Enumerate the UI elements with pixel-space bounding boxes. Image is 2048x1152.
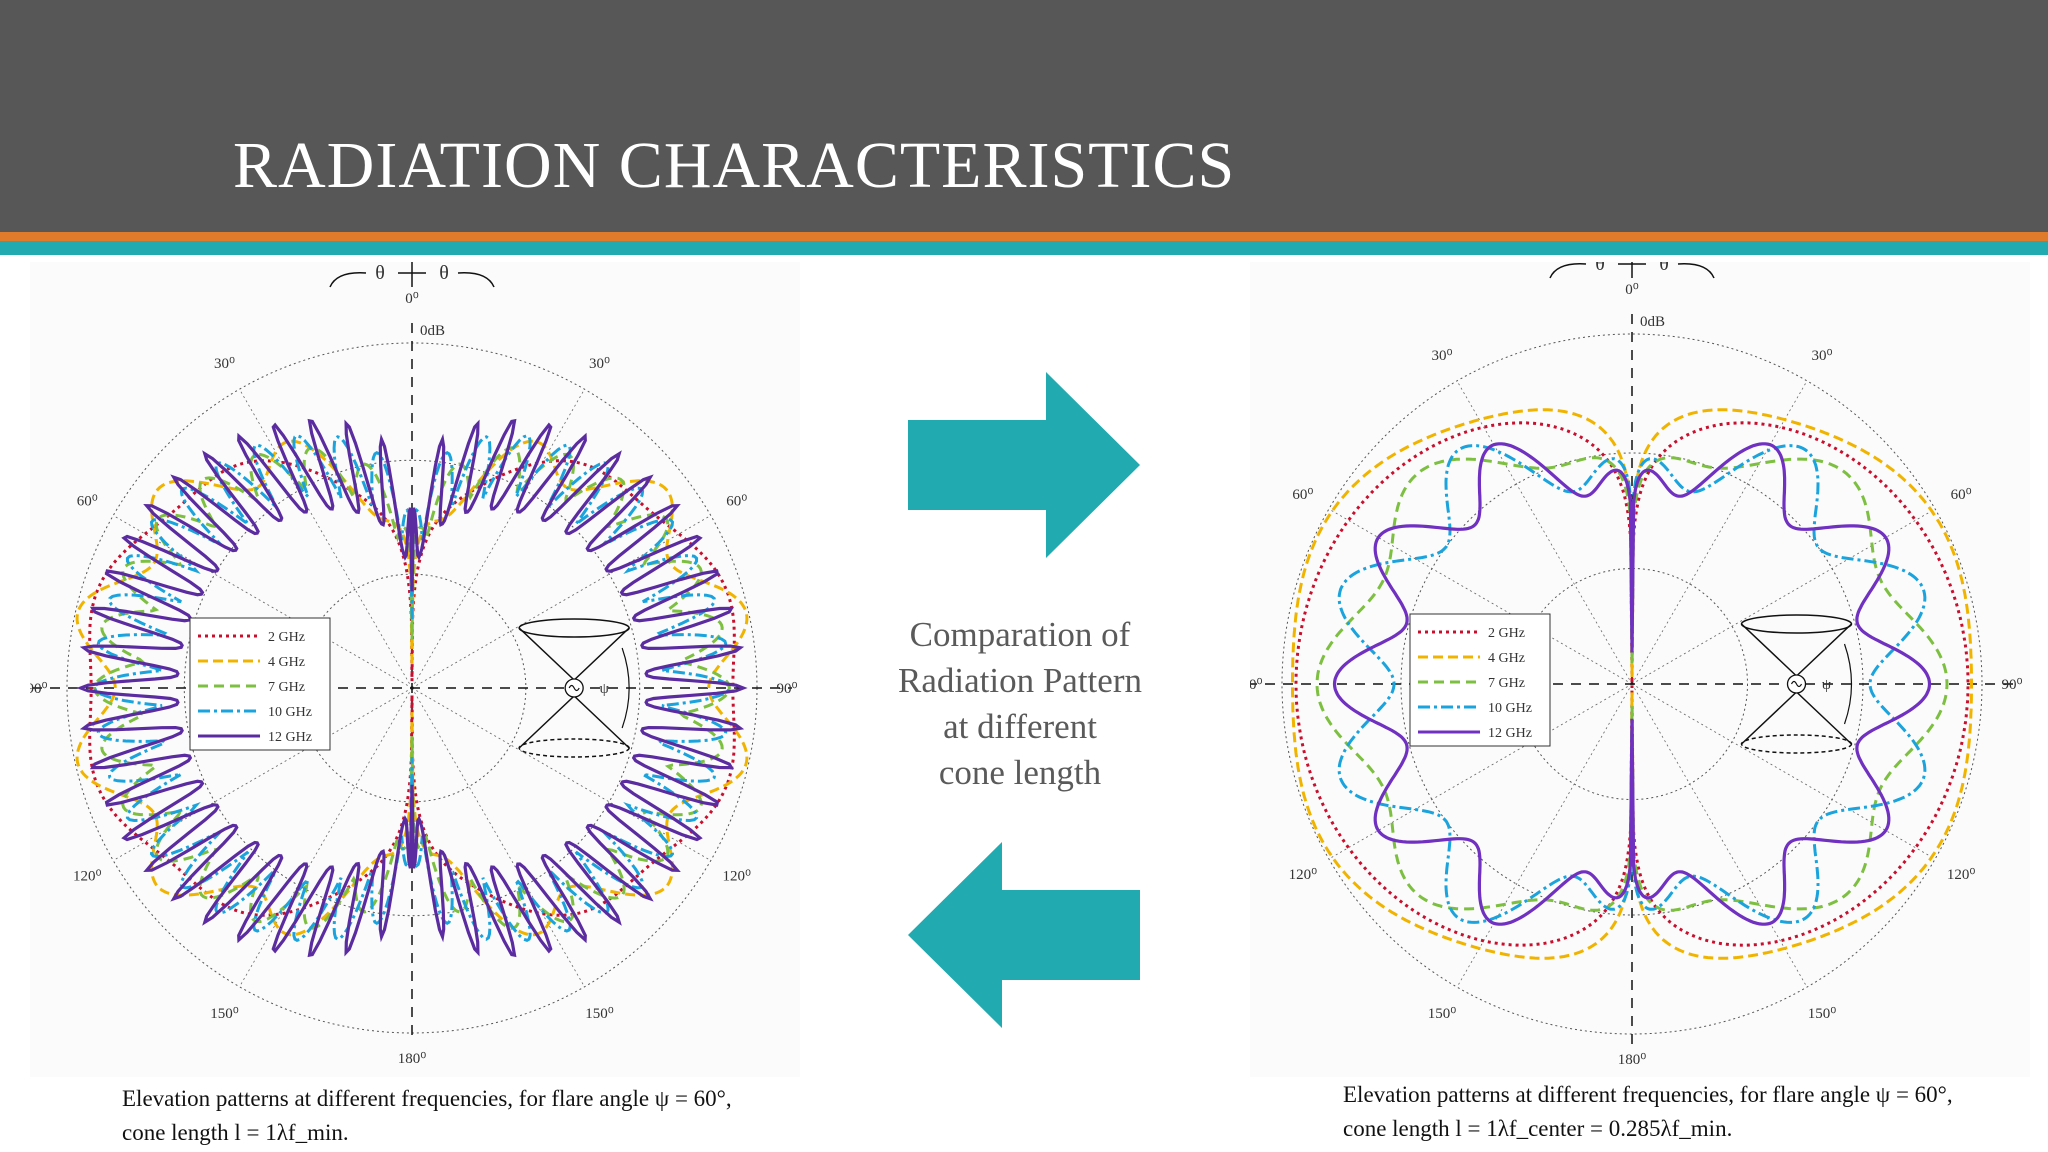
biconical-antenna-icon: ψ [1740,614,1853,754]
angle-label-right: 30⁰ [1811,348,1832,364]
left-caption-line-2: cone length l = 1λf_min. [122,1120,349,1145]
comparison-note-line-2: Radiation Pattern [898,661,1142,700]
pattern-curve-10ghz [1337,444,1927,924]
angle-label-left: 30⁰ [214,356,235,372]
comparison-note-line-4: cone length [938,753,1102,792]
left-radiation-pattern: 30⁰ 30⁰ 60⁰ 60⁰ 90⁰ 90⁰ 120⁰ 120⁰ 150⁰ 150⁰ 0⁰ 180⁰… [30,262,800,1077]
angle-label-right: 120⁰ [723,869,752,885]
pattern-curve-4ghz [75,439,749,937]
pattern-curve-2ghz [1294,421,1970,947]
comparison-note-line-1: Comparation of [909,615,1131,654]
theta-left: θ [1595,262,1605,275]
right-arrow-icon [908,372,1140,558]
db-label: 0dB [420,323,445,339]
theta-arrow-left-icon [329,272,367,288]
legend-label: 4 GHz [268,655,305,670]
flare-angle-arc [1843,643,1853,725]
angle-label-left: 150⁰ [210,1006,239,1022]
left-caption-line-1: Elevation patterns at different frequenc… [122,1086,732,1111]
left-arrow-icon [908,842,1140,1028]
psi-label: ψ [1822,677,1832,693]
right-plot-caption: Elevation patterns at different frequenc… [1343,1078,1953,1146]
legend-label: 10 GHz [1488,701,1532,716]
legend-label: 12 GHz [1488,726,1532,741]
angle-label-right: 90⁰ [776,681,797,697]
angle-label-bottom: 180⁰ [1618,1052,1647,1068]
slide-title: RADIATION CHARACTERISTICS [233,129,1236,202]
angle-label-left: 60⁰ [77,494,98,510]
grid-spoke [1631,380,1808,685]
theta-right: θ [1659,262,1669,275]
sine-symbol [1790,680,1803,688]
angle-label-top: 0⁰ [1625,282,1639,298]
angle-label-left: 90⁰ [1250,677,1263,693]
accent-stripe-teal [0,241,2048,255]
angle-label-right: 120⁰ [1947,867,1976,883]
grid-spoke [1456,380,1633,685]
legend-label: 4 GHz [1488,651,1525,666]
legend-box: 2 GHz 4 GHz 7 GHz 10 GHz 12 GHz [189,617,331,751]
legend-label: 12 GHz [268,730,312,745]
angle-label-right: 150⁰ [585,1006,614,1022]
sine-symbol [568,684,580,692]
biconical-antenna-icon: ψ [518,618,630,758]
right-caption-line-1: Elevation patterns at different frequenc… [1343,1082,1953,1107]
grid-spoke [1456,683,1633,988]
psi-label: ψ [599,681,609,697]
legend-label: 7 GHz [1488,676,1525,691]
legend-label: 2 GHz [268,630,305,645]
comparison-note-line-3: at different [943,707,1097,746]
grid-spoke [1631,683,1808,988]
angle-label-bottom: 180⁰ [398,1051,427,1067]
angle-label-left: 150⁰ [1428,1006,1457,1022]
accent-stripe-orange [0,232,2048,241]
theta-left: θ [375,262,385,284]
angle-label-left: 30⁰ [1431,348,1452,364]
angle-label-left: 60⁰ [1292,487,1313,503]
legend-frame [1409,613,1551,747]
angle-label-right: 60⁰ [726,494,747,510]
angle-label-right: 30⁰ [589,356,610,372]
angle-label-left: 120⁰ [1289,867,1318,883]
legend-label: 7 GHz [268,680,305,695]
theta-arrow-right-icon [457,272,495,288]
left-plot-caption: Elevation patterns at different frequenc… [122,1082,732,1150]
legend-label: 2 GHz [1488,626,1525,641]
angle-label-left: 120⁰ [73,869,102,885]
theta-arrow-right-icon [1677,263,1715,279]
legend-frame [189,617,331,751]
angle-label-right: 60⁰ [1951,487,1972,503]
db-label: 0dB [1640,314,1665,330]
right-radiation-pattern: 30⁰ 30⁰ 60⁰ 60⁰ 90⁰ 90⁰ 120⁰ 120⁰ 150⁰ 150⁰ 0⁰ 180⁰… [1250,262,2030,1077]
pattern-curve-12ghz [76,418,748,958]
angle-label-left: 90⁰ [30,681,48,697]
theta-arrow-left-icon [1549,263,1587,279]
theta-right: θ [439,262,449,284]
flare-angle-arc [621,647,630,729]
grid-circle [1281,333,1983,1035]
slide-header [0,0,2048,232]
pattern-curve-7ghz [93,446,731,930]
angle-label-right: 150⁰ [1808,1006,1837,1022]
legend-label: 10 GHz [268,705,312,720]
plot-background [30,262,800,1077]
pattern-curve-2ghz [88,459,736,917]
comparison-note: Comparation of Radiation Pattern at diff… [850,612,1190,796]
legend-box: 2 GHz 4 GHz 7 GHz 10 GHz 12 GHz [1409,613,1551,747]
angle-label-right: 90⁰ [2001,677,2022,693]
angle-label-top: 0⁰ [405,291,419,307]
pattern-curve-12ghz [1332,442,1932,926]
right-caption-line-2: cone length l = 1λf_center = 0.285λf_min… [1343,1116,1733,1141]
